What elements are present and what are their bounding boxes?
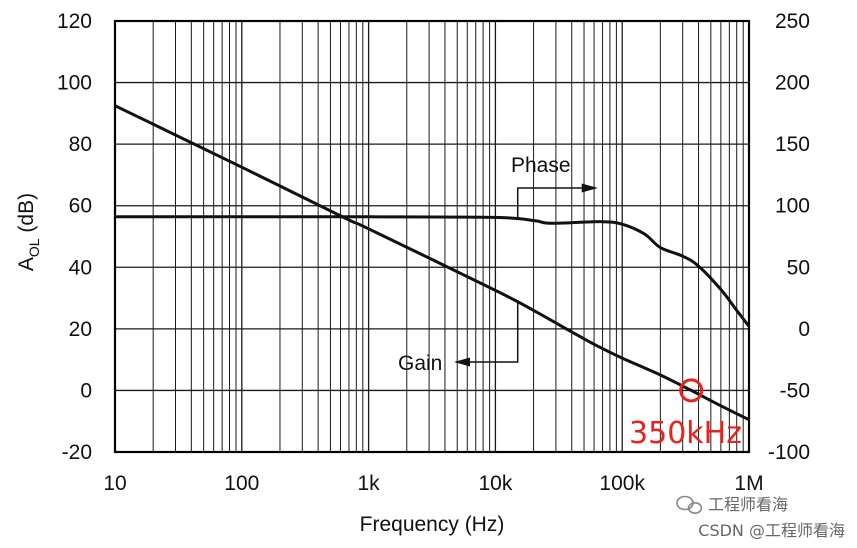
y-right-tick-label: 150 — [775, 133, 810, 156]
crossover-marker — [679, 378, 704, 403]
markers: 350kHz — [629, 378, 742, 451]
phase-callout-label: Phase — [511, 154, 571, 177]
gain-arrow-icon — [454, 357, 470, 367]
y-left-tick-label: 0 — [80, 379, 92, 402]
y-left-tick-label: 40 — [69, 256, 92, 279]
phase-callout-leader — [516, 187, 596, 220]
crossover-label: 350kHz — [629, 416, 742, 451]
callouts: Phase Gain — [398, 154, 598, 375]
curves — [114, 104, 751, 422]
y-axis-title-subscript: OL — [26, 238, 42, 257]
y-axis-title-left: AOL (dB) — [15, 193, 42, 271]
wechat-icon — [676, 495, 703, 514]
grid — [113, 19, 751, 454]
series-phase-line — [115, 215, 751, 328]
y-left-tick-label: 20 — [69, 318, 92, 341]
y-right-tick-label: 100 — [775, 195, 810, 218]
x-tick-label: 10k — [478, 472, 512, 495]
x-axis-title: Frequency (Hz) — [360, 513, 505, 536]
x-tick-label: 1M — [734, 472, 763, 495]
watermark-line1: 工程师看海 — [708, 495, 788, 514]
y-left-tick-label: 60 — [69, 195, 92, 218]
x-tick-label: 1k — [358, 472, 381, 495]
plot-frame — [113, 19, 751, 454]
y-left-tick-label: 80 — [69, 133, 92, 156]
y-right-tick-label: -100 — [768, 441, 810, 464]
gain-callout-leader — [456, 302, 519, 363]
y-right-tick-label: 200 — [775, 72, 810, 95]
y-axis-title-main: A — [15, 257, 38, 271]
watermark: 工程师看海 CSDN @工程师看海 — [676, 495, 845, 540]
tick-labels: 10 100 1k 10k 100k 1M -20 0 20 40 60 80 100 120 -100 -5… — [57, 10, 810, 495]
y-right-tick-label: 250 — [775, 10, 810, 33]
y-left-tick-label: 120 — [57, 10, 92, 33]
watermark-line2: CSDN @工程师看海 — [698, 521, 845, 540]
x-tick-label: 100k — [599, 472, 645, 495]
y-right-tick-label: -50 — [780, 379, 810, 402]
y-left-tick-label: -20 — [62, 441, 92, 464]
x-tick-label: 100 — [224, 472, 259, 495]
x-tick-label: 10 — [103, 472, 126, 495]
y-left-tick-label: 100 — [57, 72, 92, 95]
phase-arrow-icon — [581, 183, 598, 193]
y-right-tick-label: 0 — [798, 318, 810, 341]
gain-callout-label: Gain — [398, 352, 442, 375]
series-gain-line — [114, 104, 750, 422]
y-axis-title-unit: (dB) — [15, 193, 38, 239]
y-right-tick-label: 50 — [787, 256, 810, 279]
